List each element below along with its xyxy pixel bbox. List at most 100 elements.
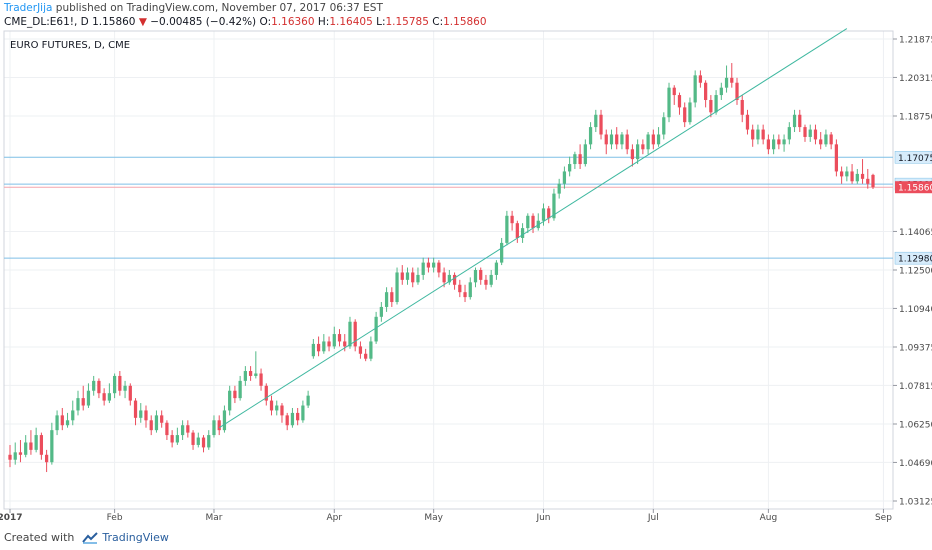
candle-body <box>76 398 80 411</box>
candle <box>248 366 253 381</box>
candle <box>724 65 729 93</box>
candle <box>855 168 859 184</box>
candle <box>358 341 363 359</box>
candle-body <box>275 405 279 411</box>
candle-body <box>510 215 514 224</box>
candle <box>557 178 561 199</box>
candle-body <box>107 393 111 401</box>
candle <box>709 95 713 118</box>
candle <box>473 267 478 288</box>
candle-body <box>531 215 535 229</box>
candle <box>662 112 666 140</box>
candle-body <box>777 139 781 145</box>
candle <box>714 90 718 115</box>
candle-body <box>871 174 875 188</box>
tradingview-brand[interactable]: TradingView <box>102 531 169 544</box>
x-tick-label-2: Mar <box>205 513 222 523</box>
candle-body <box>18 452 23 455</box>
candles <box>8 63 875 473</box>
candle <box>442 267 446 288</box>
ohlc-legend: CME_DL:E61!, D 1.15860 ▼ −0.00485 (−0.42… <box>4 16 487 28</box>
candle-body <box>8 454 12 460</box>
time-axis[interactable]: 2017FebMarAprMayJunJulAugSepOctNov <box>0 509 932 523</box>
candle-body <box>866 178 870 184</box>
close-label: C: <box>432 16 444 28</box>
candle-body <box>714 95 718 113</box>
candle <box>787 122 791 145</box>
candle-body <box>207 435 211 448</box>
level-tag-label-0: 1.17075 <box>898 154 932 164</box>
candle <box>60 407 64 431</box>
candle <box>180 420 185 441</box>
candle-body <box>196 437 200 445</box>
high-value: 1.16405 <box>329 16 373 28</box>
candle <box>432 257 436 273</box>
price-axis[interactable]: 1.21875 1.20315 1.18750 1.14065 1.12500 1.109… <box>893 36 932 508</box>
high-label: H: <box>317 16 330 28</box>
chart-title: EURO FUTURES, D, CME <box>10 40 130 51</box>
candle <box>97 378 101 399</box>
trendline-group[interactable] <box>218 28 848 429</box>
candle-body <box>756 129 760 140</box>
candle <box>808 124 812 142</box>
candle-body <box>128 385 132 401</box>
candle-body <box>238 380 242 399</box>
candle <box>845 166 849 182</box>
candle <box>384 287 389 312</box>
publish-info: TraderJija published on TradingView.com,… <box>4 2 383 14</box>
candle-body <box>405 272 410 280</box>
candle-body <box>384 292 389 307</box>
candle-body <box>505 215 509 243</box>
candle <box>871 173 875 190</box>
candle <box>698 70 703 88</box>
candle <box>813 124 818 145</box>
candle-body <box>228 390 232 411</box>
change-value: −0.00485 (−0.42%) <box>150 16 257 28</box>
y-tick-label-9: 1.04690 <box>899 459 932 469</box>
candle <box>332 326 336 349</box>
author-link[interactable]: TraderJija <box>4 2 53 14</box>
candle <box>102 388 106 406</box>
candle-body <box>411 272 415 283</box>
candle-body <box>86 390 91 406</box>
candle-body <box>709 99 713 113</box>
candle-body <box>285 415 289 426</box>
candle-body <box>160 415 164 423</box>
candle <box>275 400 279 416</box>
candle-body <box>704 82 708 100</box>
candle <box>683 102 687 128</box>
candle-body <box>463 292 467 298</box>
candle <box>839 166 844 184</box>
candle <box>390 287 394 307</box>
candle-body <box>280 405 284 416</box>
candle <box>594 109 598 133</box>
candle <box>411 267 415 288</box>
candle-body <box>547 208 551 219</box>
candle-body <box>222 410 227 431</box>
candle <box>677 92 682 115</box>
candle <box>280 403 284 423</box>
candle-body <box>133 400 138 418</box>
x-tick-label-5: Jun <box>535 513 550 523</box>
candle-body <box>55 415 59 431</box>
candle <box>123 380 127 399</box>
low-value: 1.15785 <box>385 16 429 28</box>
trendline[interactable] <box>218 28 848 429</box>
x-tick-label-0: 2017 <box>0 513 23 523</box>
candle-body <box>573 154 577 165</box>
candle <box>740 95 744 123</box>
candle <box>395 267 399 305</box>
candle-body <box>662 117 666 135</box>
candle <box>296 407 300 426</box>
candle-body <box>149 420 153 431</box>
candle-body <box>165 422 169 436</box>
candle-body <box>24 442 28 455</box>
candle-body <box>594 114 598 128</box>
candle <box>630 144 635 167</box>
candle <box>29 430 33 455</box>
candle-body <box>719 87 723 96</box>
publish-text: published on TradingView.com, November 0… <box>55 2 383 14</box>
candle <box>458 279 462 298</box>
close-value: 1.15860 <box>443 16 487 28</box>
